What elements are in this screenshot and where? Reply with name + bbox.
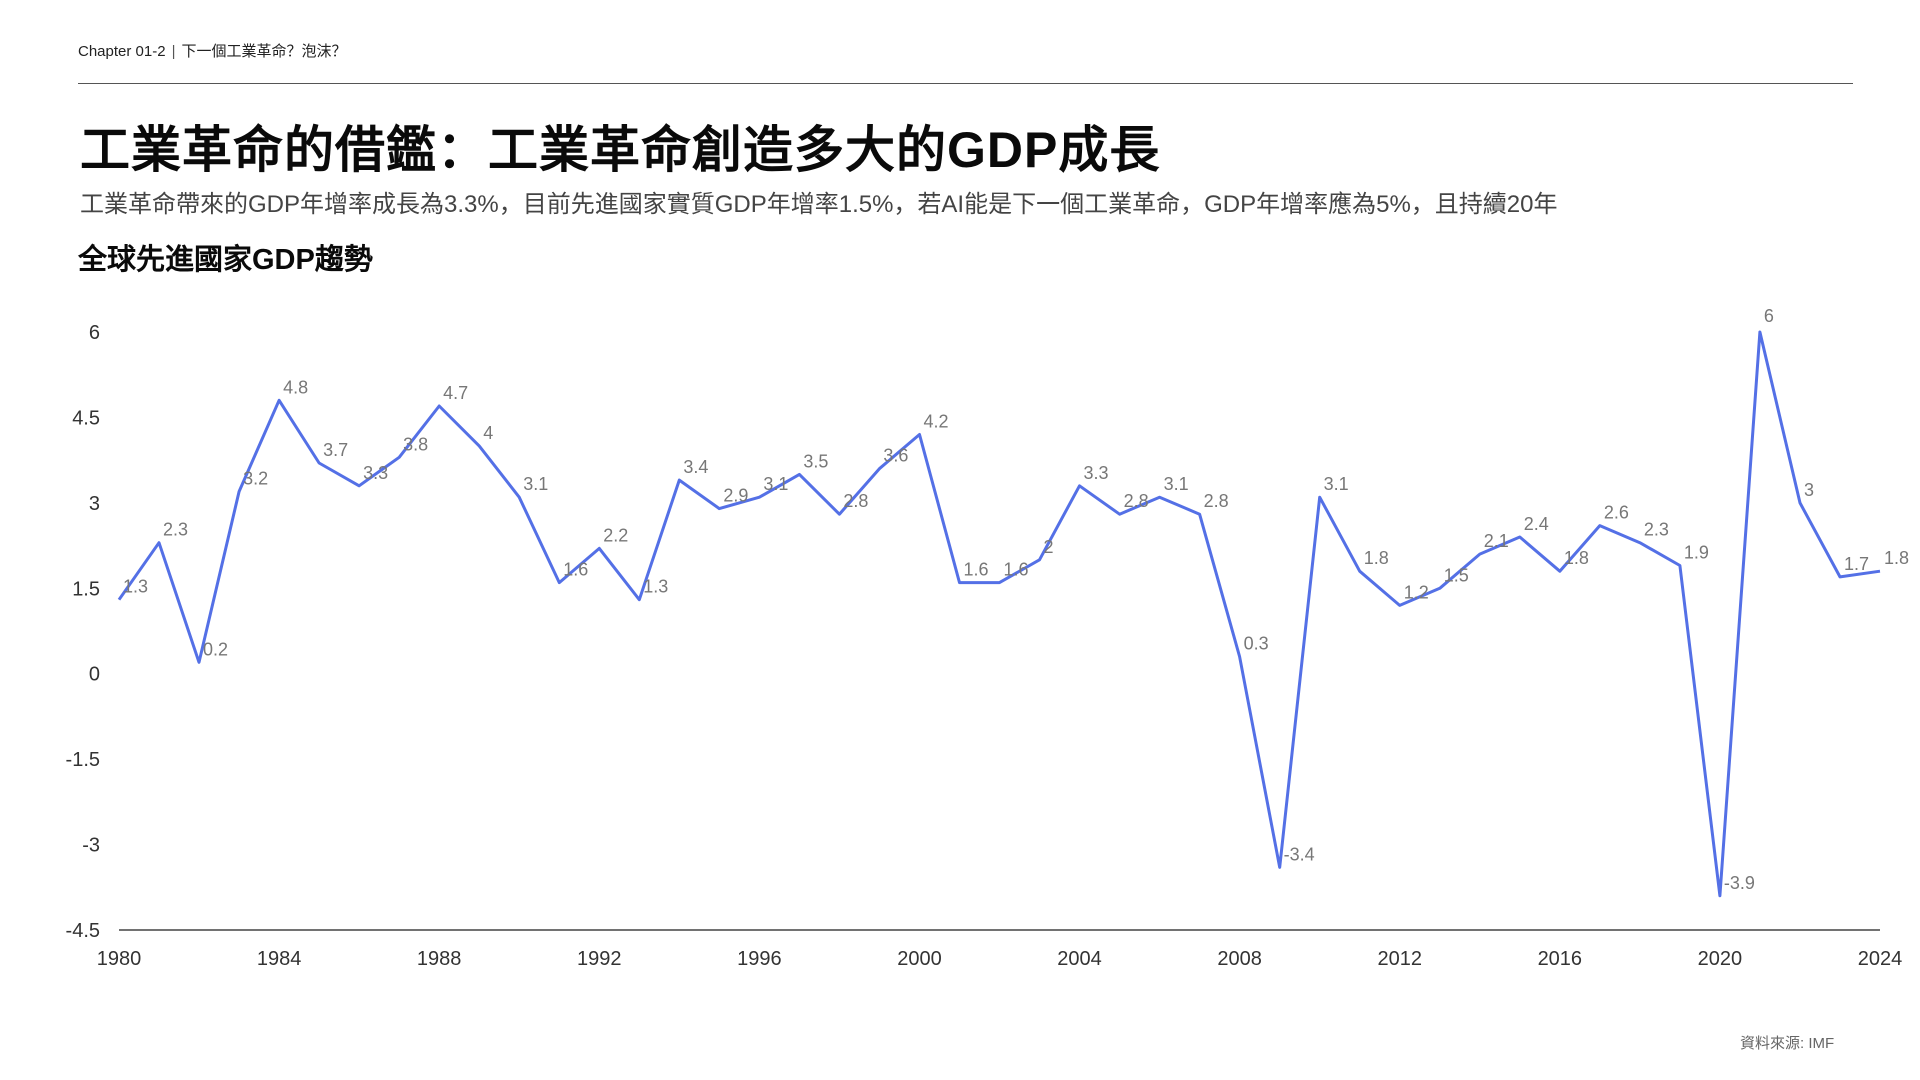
data-label: 2.6 [1604,503,1629,523]
data-label: 2.8 [843,491,868,511]
data-label: 1.8 [1884,548,1909,568]
data-label: 4.7 [443,383,468,403]
page-title: 工業革命的借鑑：工業革命創造多大的GDP成長 [80,122,1161,178]
x-tick-label: 2016 [1538,948,1583,970]
data-label: 2 [1044,537,1054,557]
y-tick-label: 6 [89,322,100,344]
data-label: 0.3 [1244,634,1269,654]
data-label: 3.1 [523,474,548,494]
y-tick-label: 3 [89,493,100,515]
data-label: 3.3 [363,463,388,483]
data-label: 3.6 [883,446,908,466]
chapter-header: Chapter 01-2 | 下一個工業革命？泡沫？ [78,40,346,61]
data-label: 6 [1764,306,1774,326]
header-divider [78,83,1853,84]
x-tick-label: 1984 [257,948,302,970]
data-label: 1.9 [1684,543,1709,563]
chart-title: 全球先進國家GDP趨勢 [78,244,373,276]
data-label: 1.5 [1444,565,1469,585]
source-note: 資料來源: IMF [1740,1035,1835,1052]
data-label: 1.6 [1004,560,1029,580]
chapter-separator: | [171,43,176,60]
data-label: 2.3 [163,520,188,540]
data-label: 1.3 [643,577,668,597]
chapter-number: Chapter 01-2 [78,43,166,60]
gdp-line-chart: 6 4.5 3 1.5 0 -1.5 -3 -4.5 1980 1984 1988 1992 1996 2… [66,306,1910,970]
x-tick-label: 1996 [737,948,782,970]
data-label: 1.8 [1364,548,1389,568]
series-line [117,330,1881,898]
y-tick-label: 4.5 [72,407,100,429]
data-label: -3.9 [1724,873,1755,893]
data-label: 3.1 [1324,474,1349,494]
x-tick-label: 2012 [1377,948,1422,970]
data-label: 3.1 [763,474,788,494]
data-label: 3.3 [1084,463,1109,483]
data-label: 4.2 [923,412,948,432]
data-label: 3.5 [803,451,828,471]
data-label: 2.8 [1204,491,1229,511]
data-label: 2.1 [1484,531,1509,551]
data-label: 1.8 [1564,548,1589,568]
y-tick-label: -4.5 [66,920,100,942]
data-label: 3.8 [403,434,428,454]
data-label: 4 [483,423,493,443]
data-label: 1.6 [563,560,588,580]
x-tick-label: 2008 [1217,948,1262,970]
data-label: 1.3 [123,577,148,597]
data-label: 2.8 [1124,491,1149,511]
data-label: 2.4 [1524,514,1549,534]
y-tick-label: 1.5 [72,578,100,600]
y-tick-label: 0 [89,664,100,686]
data-label: 2.3 [1644,520,1669,540]
data-label: -3.4 [1284,844,1315,864]
x-tick-label: 1980 [97,948,142,970]
data-label: 1.7 [1844,554,1869,574]
data-label: 3 [1804,480,1814,500]
page-subtitle: 工業革命帶來的GDP年增率成長為3.3%，目前先進國家實質GDP年增率1.5%，… [80,191,1558,218]
data-label: 1.2 [1404,582,1429,602]
data-label: 3.2 [243,468,268,488]
data-label: 3.7 [323,440,348,460]
y-tick-label: -1.5 [66,749,100,771]
data-label: 4.8 [283,377,308,397]
x-tick-label: 1988 [417,948,462,970]
x-tick-label: 2024 [1858,948,1903,970]
data-label: 1.6 [963,560,988,580]
x-tick-label: 2020 [1698,948,1743,970]
data-label: 3.1 [1164,474,1189,494]
x-tick-label: 2000 [897,948,942,970]
x-tick-label: 1992 [577,948,622,970]
data-label: 2.9 [723,486,748,506]
data-label: 2.2 [603,525,628,545]
y-tick-label: -3 [82,835,100,857]
data-label: 0.2 [203,639,228,659]
data-label: 3.4 [683,457,708,477]
x-tick-label: 2004 [1057,948,1102,970]
chapter-topic: 下一個工業革命？泡沫？ [181,43,347,60]
